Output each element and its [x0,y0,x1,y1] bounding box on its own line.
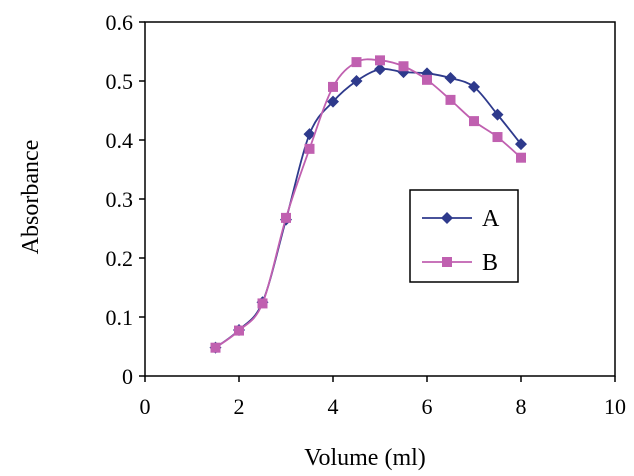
data-point-b [445,94,456,105]
data-point-a [515,138,527,151]
data-point-b [351,57,362,68]
legend-entry-a: A [422,206,500,232]
y-tick-label: 0.6 [106,10,134,35]
x-axis-title: Volume (ml) [304,445,426,471]
x-tick-label: 10 [604,394,626,419]
legend-box [409,189,519,283]
data-point-a [327,95,339,108]
data-point-b [257,298,268,309]
data-point-b [375,55,385,66]
legend-label: B [482,250,498,276]
series-group [209,55,527,354]
legend-marker [441,212,453,224]
data-point-a [468,80,480,93]
x-tick-label: 2 [234,394,245,419]
data-point-b [469,116,479,127]
data-point-a [350,75,363,87]
data-point-b [422,74,432,85]
x-tick-label: 0 [140,394,151,419]
data-point-a [444,72,457,85]
legend-marker [442,257,452,267]
y-tick-label: 0.1 [106,305,134,330]
legend: AB [409,189,519,283]
y-tick-label: 0.2 [106,246,134,271]
x-tick-label: 6 [422,394,433,419]
data-point-a [303,128,316,141]
data-point-a [491,108,504,121]
data-point-b [328,81,338,92]
data-point-b [234,325,244,336]
data-point-b [516,152,526,163]
y-tick-label: 0 [122,364,133,389]
data-point-b [492,132,503,143]
y-tick-label: 0.5 [106,69,134,94]
data-point-a [374,63,386,76]
x-axis: 0 2 4 6 8 10 [140,376,626,419]
data-point-b [281,212,291,223]
y-tick-label: 0.4 [106,128,134,153]
x-tick-label: 8 [516,394,527,419]
y-axis: 0 0.1 0.2 0.3 0.4 0.5 0.6 [106,10,145,389]
data-point-b [304,143,315,154]
y-tick-label: 0.3 [106,187,134,212]
data-point-b [210,342,221,353]
data-point-b [398,61,409,72]
x-tick-label: 4 [328,394,339,419]
legend-label: A [482,206,500,232]
y-axis-title: Absorbance [18,140,44,255]
series-b [210,55,526,353]
legend-entry-b: B [422,250,498,276]
